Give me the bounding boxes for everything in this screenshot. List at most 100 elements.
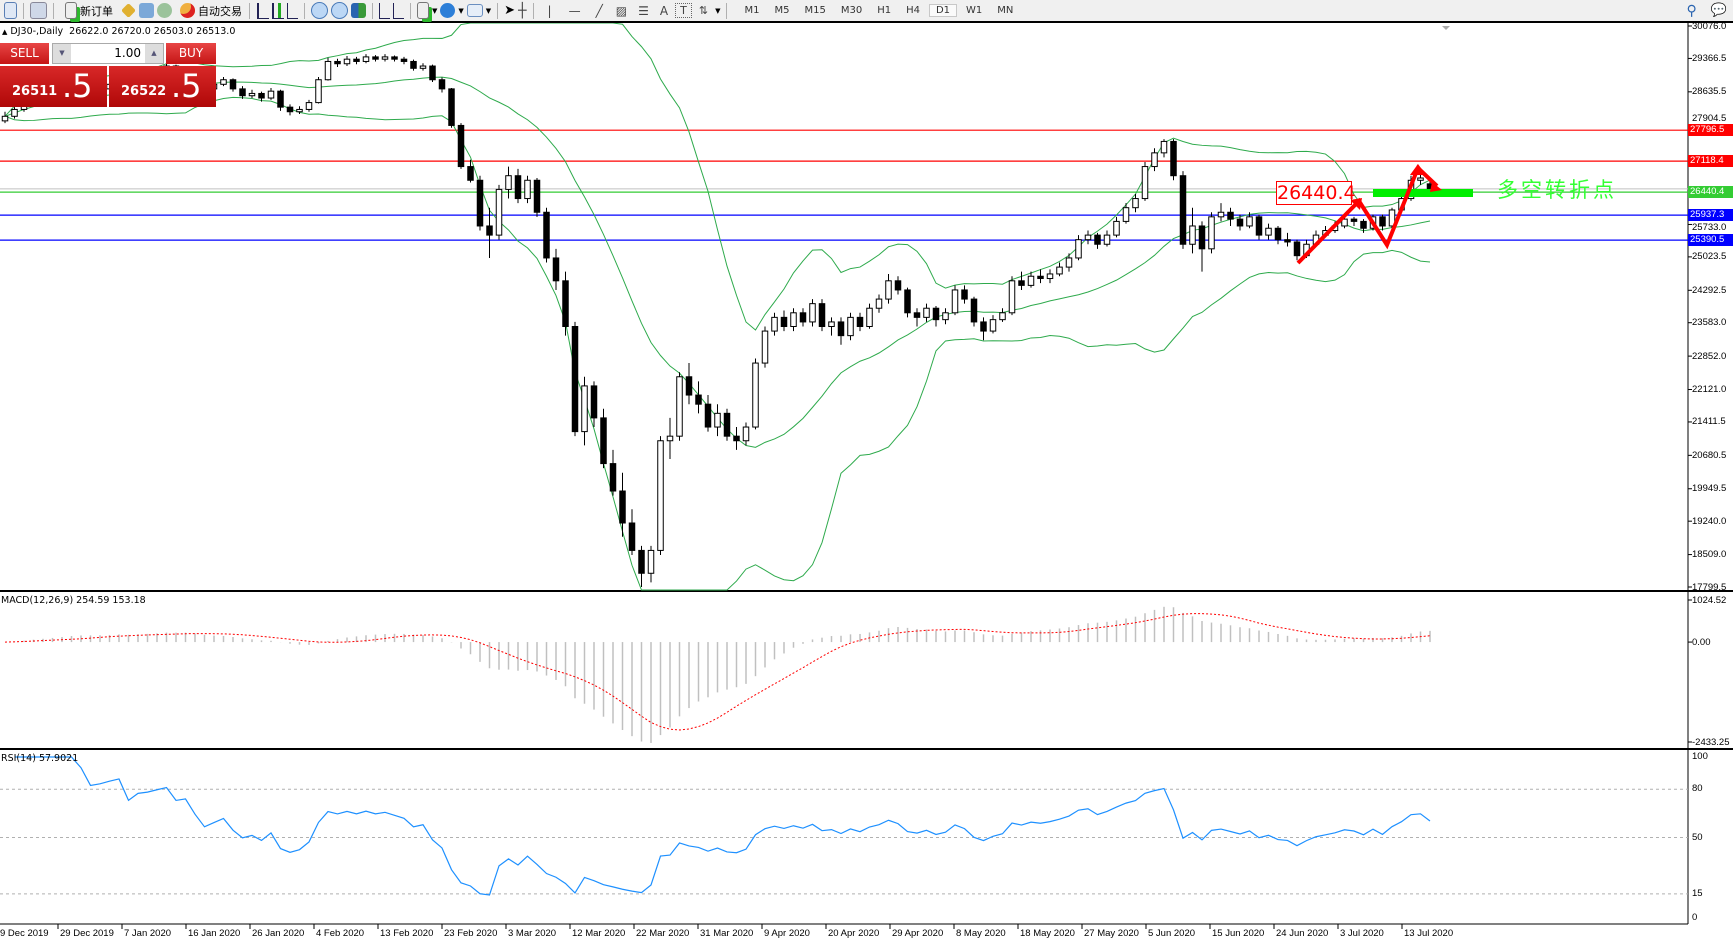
candle	[448, 87, 455, 128]
periods-clock-icon[interactable]	[440, 3, 456, 18]
history-icon[interactable]	[121, 3, 136, 18]
text-label-icon[interactable]: T	[675, 3, 692, 18]
new-order-button[interactable]: 新订单	[61, 1, 117, 20]
periods-dropdown-icon[interactable]: ▼	[458, 6, 464, 15]
candle	[581, 376, 588, 446]
collapse-triangle-icon[interactable]: ▲	[2, 28, 8, 36]
price-tick-label: 28635.5	[1692, 86, 1727, 98]
cursor-icon[interactable]: ➤	[504, 3, 516, 18]
candle-body	[1046, 273, 1054, 280]
pivot-note-text[interactable]: 多空转折点	[1497, 178, 1617, 202]
timeframe-m1[interactable]: M1	[744, 5, 760, 16]
candle-body	[1, 115, 9, 122]
level-price-label: 27118.4	[1688, 155, 1733, 168]
candle-body	[296, 108, 303, 113]
horizontal-line-icon[interactable]: —	[568, 3, 581, 18]
macd-signal-line	[4, 613, 1431, 731]
buy-price-button[interactable]: 26522 .5	[109, 66, 216, 107]
chat-icon[interactable]: 💬	[1710, 3, 1727, 18]
timeframe-h4[interactable]: H4	[906, 5, 920, 16]
timeframe-m30[interactable]: M30	[840, 5, 863, 16]
candle	[1018, 271, 1025, 290]
lot-increase-icon[interactable]: ▲	[145, 44, 163, 63]
signals-icon[interactable]	[157, 3, 172, 18]
lot-value[interactable]: 1.00	[114, 46, 141, 60]
candle-body	[220, 79, 227, 85]
candle-body	[419, 65, 427, 69]
candle-body	[391, 56, 398, 60]
price-tick-label: 18509.0	[1692, 549, 1727, 561]
sell-button[interactable]: SELL	[0, 43, 49, 64]
candle-body	[486, 225, 493, 236]
new-chart-icon[interactable]	[4, 2, 17, 19]
auto-scroll-icon[interactable]	[379, 2, 390, 19]
auto-trading-button[interactable]: 自动交易	[176, 1, 246, 20]
zoom-out-icon[interactable]	[331, 2, 348, 19]
arrows-icon[interactable]: ⇅	[698, 4, 709, 17]
candle	[1170, 139, 1177, 181]
candle-body	[904, 289, 911, 314]
new-order-icon	[65, 2, 77, 19]
line-chart-icon[interactable]	[287, 2, 298, 19]
candle-body	[552, 257, 560, 282]
buy-button[interactable]: BUY	[166, 43, 216, 64]
rsi-title: RSI(14) 57.9021	[1, 753, 79, 764]
zoom-in-icon[interactable]	[311, 2, 328, 19]
candle	[239, 86, 246, 99]
time-tick-label: 9 Apr 2020	[764, 928, 810, 939]
chart-shift-icon[interactable]	[393, 2, 404, 19]
candle	[609, 449, 617, 496]
text-icon[interactable]: A	[659, 3, 669, 18]
candle	[1094, 232, 1101, 249]
arrows-dropdown-icon[interactable]: ▼	[715, 6, 721, 15]
candle	[305, 99, 313, 112]
candle	[752, 358, 759, 430]
lot-decrease-icon[interactable]: ▼	[53, 44, 71, 63]
trendline-icon[interactable]: ╱	[595, 3, 603, 18]
macd-tick-label: 0.00	[1692, 636, 1711, 648]
templates-dropdown-icon[interactable]: ▼	[485, 6, 492, 15]
candle-body	[913, 312, 921, 318]
timeframe-mn[interactable]: MN	[997, 5, 1014, 16]
candle	[334, 58, 341, 67]
candle	[761, 326, 769, 368]
sell-price-main: 26511	[12, 84, 58, 99]
candle-body	[1284, 239, 1291, 243]
timeframe-d1[interactable]: D1	[928, 4, 958, 17]
candle-body	[1360, 220, 1367, 229]
timeframe-m15[interactable]: M15	[804, 5, 826, 16]
terminal-icon[interactable]	[139, 3, 154, 18]
indicators-icon[interactable]	[417, 2, 429, 19]
indicators-dropdown-icon[interactable]: ▼	[432, 6, 438, 15]
price-tick-label: 17799.5	[1692, 581, 1727, 593]
vertical-line-icon[interactable]: |	[547, 3, 552, 18]
navigator-icon[interactable]	[30, 2, 47, 19]
candle-body	[856, 316, 864, 328]
candle-body	[562, 280, 569, 328]
search-icon[interactable]: ⚲	[1686, 2, 1697, 19]
lot-size-field[interactable]: ▼ 1.00 ▲	[52, 43, 164, 64]
candle-body	[372, 56, 379, 60]
sell-price-button[interactable]: 26511 .5	[0, 66, 107, 107]
timeframe-h1[interactable]: H1	[877, 5, 892, 16]
candle	[1284, 232, 1291, 247]
candle	[1246, 212, 1253, 229]
auto-trading-label: 自动交易	[198, 4, 242, 18]
candlestick-icon[interactable]	[272, 2, 284, 19]
buy-price-pips: .5	[171, 67, 202, 105]
crosshair-icon[interactable]: ┼	[518, 2, 527, 19]
timeframe-m5[interactable]: M5	[774, 5, 790, 16]
candle	[885, 273, 892, 304]
level-annotation-box[interactable]: 26440.4	[1276, 181, 1356, 205]
fibonacci-icon[interactable]: ☰	[638, 3, 649, 18]
tile-windows-icon[interactable]	[351, 3, 366, 18]
bar-chart-icon[interactable]	[257, 2, 269, 19]
timeframe-w1[interactable]: W1	[966, 5, 983, 16]
candle	[923, 303, 930, 322]
candle	[894, 276, 902, 295]
equidistant-channel-icon[interactable]: ▨	[615, 3, 628, 18]
templates-icon[interactable]	[466, 4, 483, 17]
candle-body	[980, 321, 987, 332]
rsi-tick-label: 0	[1692, 912, 1698, 923]
